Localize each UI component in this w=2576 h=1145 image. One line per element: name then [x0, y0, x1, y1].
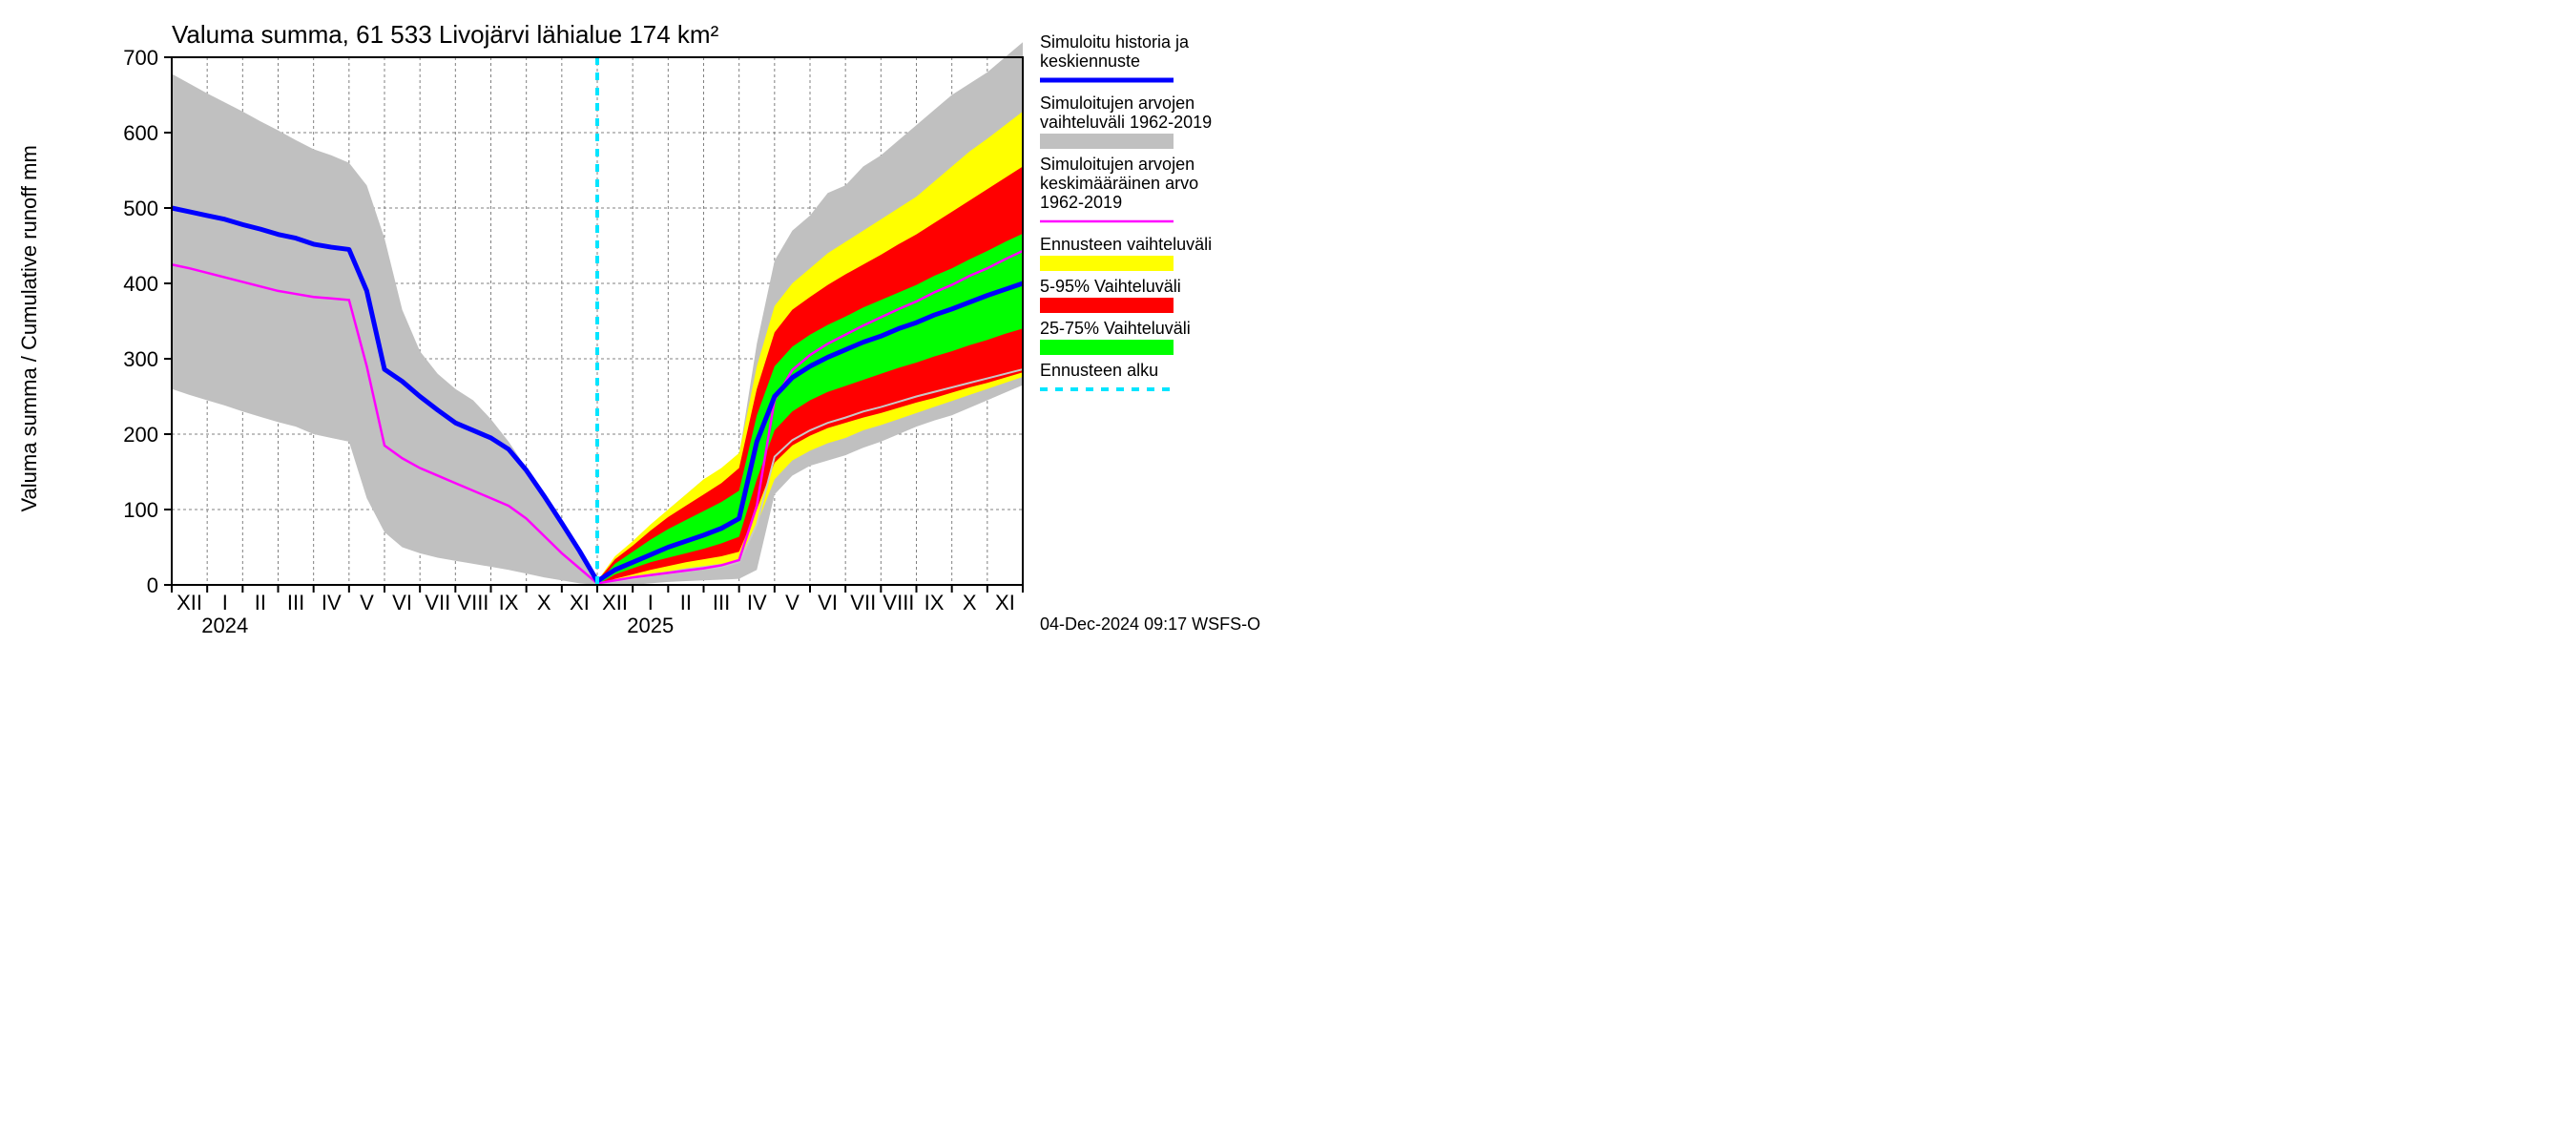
- x-month-label: V: [360, 591, 374, 614]
- x-month-label: II: [680, 591, 692, 614]
- x-month-label: VI: [392, 591, 412, 614]
- x-month-label: IX: [924, 591, 945, 614]
- legend-label: Simuloitujen arvojen: [1040, 155, 1195, 174]
- legend-swatch: [1040, 134, 1174, 149]
- x-month-label: XI: [570, 591, 590, 614]
- x-month-label: II: [255, 591, 266, 614]
- legend-label: Ennusteen vaihteluväli: [1040, 235, 1212, 254]
- x-month-label: VI: [818, 591, 838, 614]
- x-month-label: XI: [995, 591, 1015, 614]
- y-tick-label: 100: [123, 498, 158, 522]
- y-tick-label: 400: [123, 272, 158, 296]
- x-month-label: III: [713, 591, 730, 614]
- x-year-label: 2025: [627, 614, 674, 636]
- legend-label: Simuloitu historia ja: [1040, 32, 1190, 52]
- x-month-label: X: [537, 591, 551, 614]
- legend-swatch: [1040, 340, 1174, 355]
- x-month-label: VIII: [883, 591, 914, 614]
- x-month-label: VIII: [457, 591, 488, 614]
- y-tick-label: 300: [123, 347, 158, 371]
- runoff-chart: 0100200300400500600700XIIIIIIIIIVVVIVIIV…: [0, 0, 1431, 636]
- legend-label: 25-75% Vaihteluväli: [1040, 319, 1191, 338]
- legend-label: vaihteluväli 1962-2019: [1040, 113, 1212, 132]
- legend-label: keskimääräinen arvo: [1040, 174, 1198, 193]
- x-month-label: I: [222, 591, 228, 614]
- legend-label: Simuloitujen arvojen: [1040, 94, 1195, 113]
- x-month-label: IV: [747, 591, 767, 614]
- y-tick-label: 600: [123, 121, 158, 145]
- y-tick-label: 700: [123, 46, 158, 70]
- x-month-label: XII: [602, 591, 628, 614]
- legend-label: 5-95% Vaihteluväli: [1040, 277, 1181, 296]
- x-month-label: III: [287, 591, 304, 614]
- x-month-label: XII: [177, 591, 202, 614]
- legend-swatch: [1040, 256, 1174, 271]
- legend-label: Ennusteen alku: [1040, 361, 1158, 380]
- y-tick-label: 0: [147, 573, 158, 597]
- x-month-label: VII: [850, 591, 876, 614]
- x-month-label: IV: [322, 591, 342, 614]
- legend-label: keskiennuste: [1040, 52, 1140, 71]
- legend-label: 1962-2019: [1040, 193, 1122, 212]
- y-tick-label: 200: [123, 423, 158, 447]
- x-month-label: X: [963, 591, 977, 614]
- chart-title: Valuma summa, 61 533 Livojärvi lähialue …: [172, 20, 719, 49]
- footer-timestamp: 04-Dec-2024 09:17 WSFS-O: [1040, 614, 1260, 634]
- y-axis-label: Valuma summa / Cumulative runoff mm: [17, 145, 41, 511]
- legend-swatch: [1040, 298, 1174, 313]
- x-month-label: VII: [425, 591, 450, 614]
- y-tick-label: 500: [123, 197, 158, 220]
- x-year-label: 2024: [201, 614, 248, 636]
- x-month-label: V: [785, 591, 800, 614]
- x-month-label: I: [648, 591, 654, 614]
- x-month-label: IX: [499, 591, 519, 614]
